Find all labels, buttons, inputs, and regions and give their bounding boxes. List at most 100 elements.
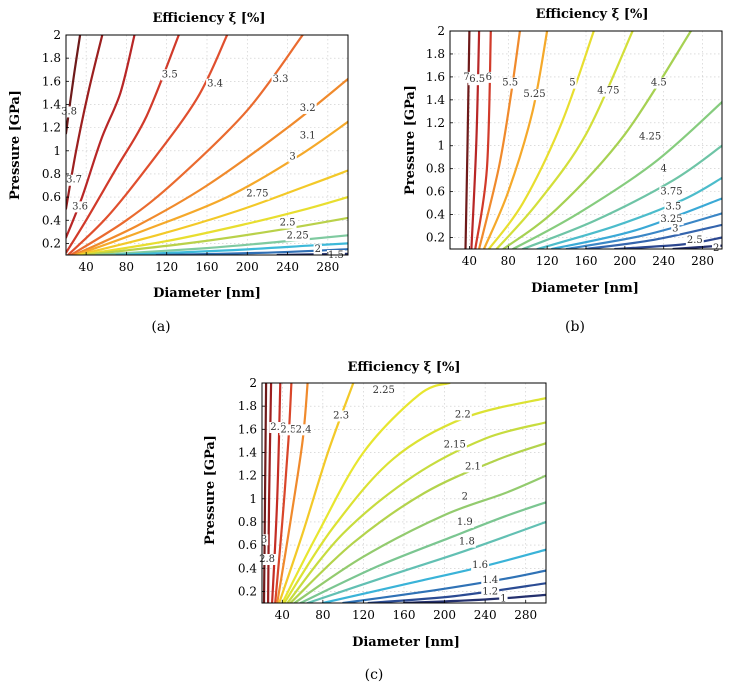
panel-b-xlabel: Diameter [nm]	[531, 281, 639, 296]
panel-b-contour-6	[474, 31, 492, 249]
panel-a-xlabel: Diameter [nm]	[153, 286, 261, 301]
panel-b-xtick-label: 80	[501, 254, 516, 268]
panel-c-xtick-label: 160	[393, 608, 416, 622]
panel-c-contour-label: 2.25	[373, 385, 395, 396]
panel-c-contour-label: 2.5	[280, 424, 296, 435]
panel-a: Efficiency ξ [%] 3.8 3.7 3.6 3.5 3.4 3.3 3.2 3.…	[8, 11, 349, 335]
panel-c-contour-label-bg	[460, 491, 470, 503]
panel-b-xtick-label: 160	[575, 254, 598, 268]
panel-c-xtick-label: 80	[315, 608, 330, 622]
panel-b-contour-label: 3.25	[660, 214, 682, 225]
panel-b-contour-label-bg	[462, 71, 471, 83]
panel-b-contour-label-bg	[659, 163, 668, 175]
panel-a-ylabel: Pressure [GPa]	[8, 90, 23, 200]
panel-b-xtick-label: 280	[691, 254, 714, 268]
panel-b-contour-label-bg	[685, 234, 704, 246]
panel-c-contour-label-bg	[279, 424, 298, 436]
panel-b-contour-4.25	[512, 101, 722, 249]
panel-c-contour-label: 2	[462, 491, 468, 502]
panel-c-contour-label: 1.2	[482, 586, 498, 597]
panel-c-contour-2.8	[267, 383, 273, 603]
panel-b-contour-label: 3.75	[660, 187, 682, 198]
panel-b-contour-label: 3	[672, 223, 678, 234]
panel-b-ytick-label: 1	[437, 139, 445, 153]
panel-b-caption: (b)	[565, 319, 585, 335]
panel-b-contour-label-bg	[568, 77, 577, 89]
panel-a-contour-label-bg	[313, 244, 322, 256]
panel-c-xtick-label: 120	[352, 608, 375, 622]
panel-c-contour-label: 2.1	[465, 461, 481, 472]
panel-b-contour-3.5	[550, 197, 722, 249]
panel-c-contour-label: 1.9	[457, 517, 473, 528]
panel-c-contour-2.15	[286, 421, 546, 603]
panel-a-plot-area: 3.83.73.63.53.4 3.33.23.132.752.52.2521.5…	[42, 28, 349, 274]
panel-c-contour-label-bg	[464, 461, 482, 473]
panel-c: Efficiency ξ [%] 3 2.8 2.62.5 2.4 2.3 2.25 2.2…	[203, 360, 547, 683]
panel-c-ytick-label: 0.8	[238, 515, 257, 529]
panel-c-contour-label: 2.6	[270, 422, 286, 433]
panel-a-contour-3.9	[66, 35, 82, 135]
panel-b-xtick-label: 240	[652, 254, 675, 268]
panel-a-ytick-label: 2	[53, 28, 61, 42]
panel-a-contour-label-bg	[278, 217, 297, 229]
panel-c-contour-label: 2.15	[444, 439, 466, 450]
panel-a-caption: (a)	[151, 319, 170, 335]
panel-a-contour-label: 2.25	[287, 230, 309, 241]
panel-c-caption: (c)	[365, 667, 384, 683]
panel-b-contour-label: 4.75	[597, 86, 619, 97]
panel-a-xtick-label: 280	[316, 260, 339, 274]
panel-c-contour-2.6	[271, 383, 282, 603]
panel-a-contour-3.6	[66, 35, 180, 254]
panel-c-contour-label-bg	[258, 554, 277, 565]
panel-b-contour-label-bg	[664, 201, 683, 213]
panel-a-contour-3.1	[77, 169, 348, 255]
panel-a-contour-label: 3.4	[207, 79, 223, 90]
panel-c-contour-2.2	[283, 397, 546, 603]
panel-c-contour-label-bg	[442, 439, 467, 451]
panel-b-contour-label-bg	[484, 71, 494, 83]
panel-c-xlabel: Diameter [nm]	[352, 635, 460, 650]
panel-a-contour-label: 2.75	[246, 189, 268, 200]
panel-a-ytick-label: 0.6	[42, 190, 61, 204]
panel-c-contour-label-bg	[481, 574, 500, 586]
panel-b-xtick-label: 40	[462, 254, 477, 268]
panel-b-contour-4.5	[502, 31, 692, 249]
panel-c-contour-label-bg	[453, 409, 472, 421]
panel-b: Efficiency ξ [%] 7 6.5 6 5.5 5.25 5 4.75 4.5 4.2…	[403, 7, 723, 335]
panel-a-ytick-label: 1.4	[42, 97, 61, 111]
panel-c-plot-area: 3 2.8 2.62.5 2.4 2.3 2.25 2.2 2.15 2.1 2 1.9 1.8 1.6…	[238, 376, 547, 622]
panel-c-contour-1.8	[306, 520, 546, 603]
panel-a-contour-label-bg	[245, 188, 270, 200]
panel-a-ytick-label: 1.8	[42, 51, 61, 65]
panel-b-ylabel: Pressure [GPa]	[403, 85, 418, 195]
panel-c-contour-label-bg	[499, 593, 508, 605]
panel-c-ytick-label: 2	[249, 376, 257, 390]
panel-a-contour-3.4	[69, 35, 304, 255]
panel-c-contour-label-bg	[259, 534, 269, 546]
panel-a-contour-label: 2.5	[280, 218, 296, 229]
panel-c-contour-1.2	[367, 582, 546, 603]
panel-c-contour-label: 2.4	[296, 424, 312, 435]
panel-a-contour-label: 2	[315, 244, 321, 255]
panel-a-contour-label: 3.6	[72, 201, 88, 212]
panel-b-contour-label: 7	[463, 72, 469, 83]
panel-b-contour-3	[584, 223, 722, 249]
panel-b-contour-label: 5.5	[502, 78, 518, 89]
panel-a-xtick-label: 120	[155, 260, 178, 274]
panel-c-contour-label: 2.8	[259, 554, 275, 565]
panel-b-xtick-label: 120	[536, 254, 559, 268]
panel-a-contour-label-bg	[298, 130, 317, 142]
panel-c-ylabel: Pressure [GPa]	[203, 435, 218, 545]
panel-b-contour-label: 3.5	[665, 202, 681, 213]
panel-a-contour-label: 3.1	[300, 131, 316, 142]
panel-a-contour-label-bg	[71, 201, 90, 213]
panel-b-contour-6.5	[470, 31, 481, 249]
panel-a-contour-label: 3	[289, 152, 295, 163]
panel-b-contour-2.5	[614, 236, 722, 249]
panel-a-contour-label-bg	[206, 78, 225, 90]
panel-c-contour-label-bg	[371, 384, 396, 396]
panel-c-contour-label-bg	[481, 586, 500, 598]
panel-b-ytick-label: 0.8	[426, 162, 445, 176]
panel-a-xtick-label: 200	[236, 260, 259, 274]
panel-c-contour-label-bg	[332, 410, 351, 422]
